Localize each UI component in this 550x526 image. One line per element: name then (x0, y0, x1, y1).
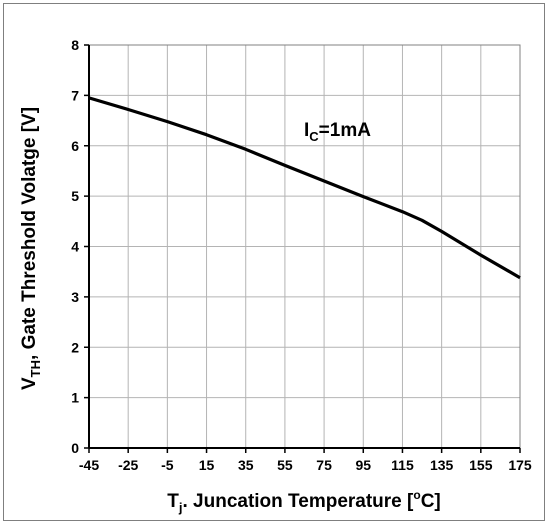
annotation-rest: =1mA (319, 120, 372, 141)
y-tick-label: 1 (71, 390, 79, 406)
x-title-sub: j (178, 500, 183, 515)
y-tick-label: 6 (71, 138, 79, 154)
x-tick-label: 115 (391, 457, 414, 473)
chart-frame: 0 1 2 3 4 5 6 7 8 -45 -25 -5 15 35 55 75 95 115 135 155 175 I… (3, 3, 545, 521)
y-tick-label: 7 (71, 87, 79, 103)
y-tick-label: 8 (71, 37, 79, 53)
y-tick-label: 0 (71, 440, 79, 456)
x-title-rest: . Juncation Temperature [ (182, 491, 414, 512)
x-tick-label: 15 (199, 457, 215, 473)
y-title-sub: TH (28, 360, 43, 377)
annotation-sub: C (309, 129, 319, 144)
annotation-main: I (304, 120, 309, 141)
x-tick-label: 135 (430, 457, 454, 473)
x-tick-label: 35 (238, 457, 254, 473)
y-tick-label: 5 (71, 188, 79, 204)
x-axis-title: Tj. Juncation Temperature [oC] (167, 488, 441, 515)
x-title-degree: o (413, 488, 420, 502)
x-tick-label: -45 (79, 457, 99, 473)
x-tick-label: 155 (469, 457, 493, 473)
x-tick-label: -25 (118, 457, 138, 473)
x-tick-label: -5 (161, 457, 174, 473)
y-title-rest: , Gate Threshold Volatge [V] (19, 107, 40, 360)
threshold-voltage-chart: 0 1 2 3 4 5 6 7 8 -45 -25 -5 15 35 55 75 95 115 135 155 175 I… (19, 37, 532, 515)
x-tick-label: 55 (277, 457, 293, 473)
y-tick-label: 2 (71, 339, 79, 355)
y-axis-title: VTH, Gate Threshold Volatge [V] (19, 107, 43, 390)
annotation-ic: IC=1mA (304, 120, 371, 144)
x-tick-label: 175 (508, 457, 532, 473)
y-tick-label: 4 (71, 239, 79, 255)
x-tick-label: 75 (316, 457, 332, 473)
y-title-main: V (19, 377, 40, 390)
x-tick-label: 95 (355, 457, 371, 473)
x-title-main: T (167, 491, 179, 512)
vth-series-line (88, 96, 521, 280)
y-tick-label: 3 (71, 289, 79, 305)
x-title-tail: C] (421, 491, 441, 512)
